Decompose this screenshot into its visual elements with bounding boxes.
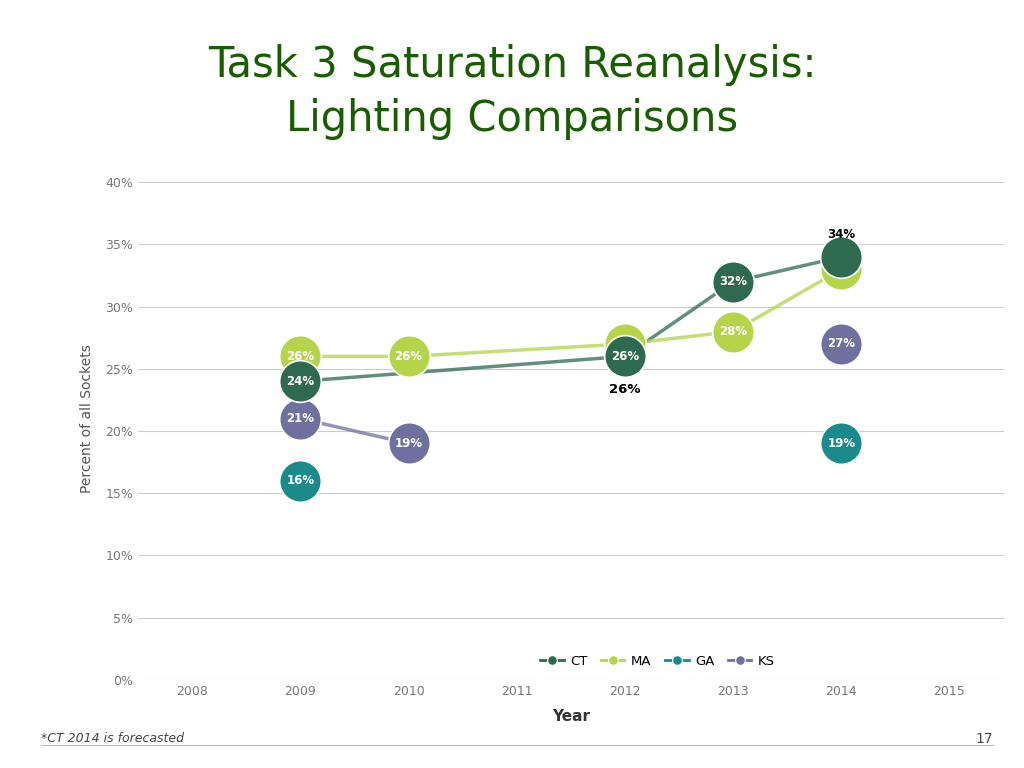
Text: 28%: 28% bbox=[719, 325, 748, 338]
Point bbox=[834, 437, 850, 449]
Text: 19%: 19% bbox=[827, 437, 855, 450]
Text: 33%: 33% bbox=[827, 263, 855, 276]
Point bbox=[834, 263, 850, 276]
Text: 26%: 26% bbox=[394, 350, 423, 363]
Text: 17: 17 bbox=[976, 732, 993, 746]
Point bbox=[834, 338, 850, 350]
Point bbox=[725, 326, 741, 338]
Text: 26%: 26% bbox=[287, 350, 314, 363]
Point bbox=[616, 338, 633, 350]
Point bbox=[725, 276, 741, 288]
Point bbox=[616, 350, 633, 362]
Point bbox=[400, 350, 417, 362]
Text: 24%: 24% bbox=[287, 375, 314, 388]
Point bbox=[292, 375, 308, 387]
Y-axis label: Percent of all Sockets: Percent of all Sockets bbox=[81, 344, 94, 493]
Text: 26%: 26% bbox=[609, 383, 641, 396]
Text: 16%: 16% bbox=[287, 474, 314, 487]
Point bbox=[292, 412, 308, 425]
Text: *CT 2014 is forecasted: *CT 2014 is forecasted bbox=[41, 733, 184, 745]
Text: 21%: 21% bbox=[287, 412, 314, 425]
Text: 27%: 27% bbox=[827, 337, 855, 350]
Text: Task 3 Saturation Reanalysis:: Task 3 Saturation Reanalysis: bbox=[208, 45, 816, 86]
Text: 19%: 19% bbox=[394, 437, 423, 450]
Text: Lighting Comparisons: Lighting Comparisons bbox=[286, 98, 738, 140]
Point bbox=[292, 350, 308, 362]
Text: 27%: 27% bbox=[611, 337, 639, 350]
Legend: CT, MA, GA, KS: CT, MA, GA, KS bbox=[535, 650, 780, 673]
Point bbox=[834, 251, 850, 263]
Point bbox=[292, 475, 308, 487]
Text: 32%: 32% bbox=[719, 275, 748, 288]
Text: 34%: 34% bbox=[827, 228, 855, 241]
Text: 26%: 26% bbox=[611, 350, 639, 363]
Point bbox=[400, 437, 417, 449]
X-axis label: Year: Year bbox=[552, 709, 590, 723]
